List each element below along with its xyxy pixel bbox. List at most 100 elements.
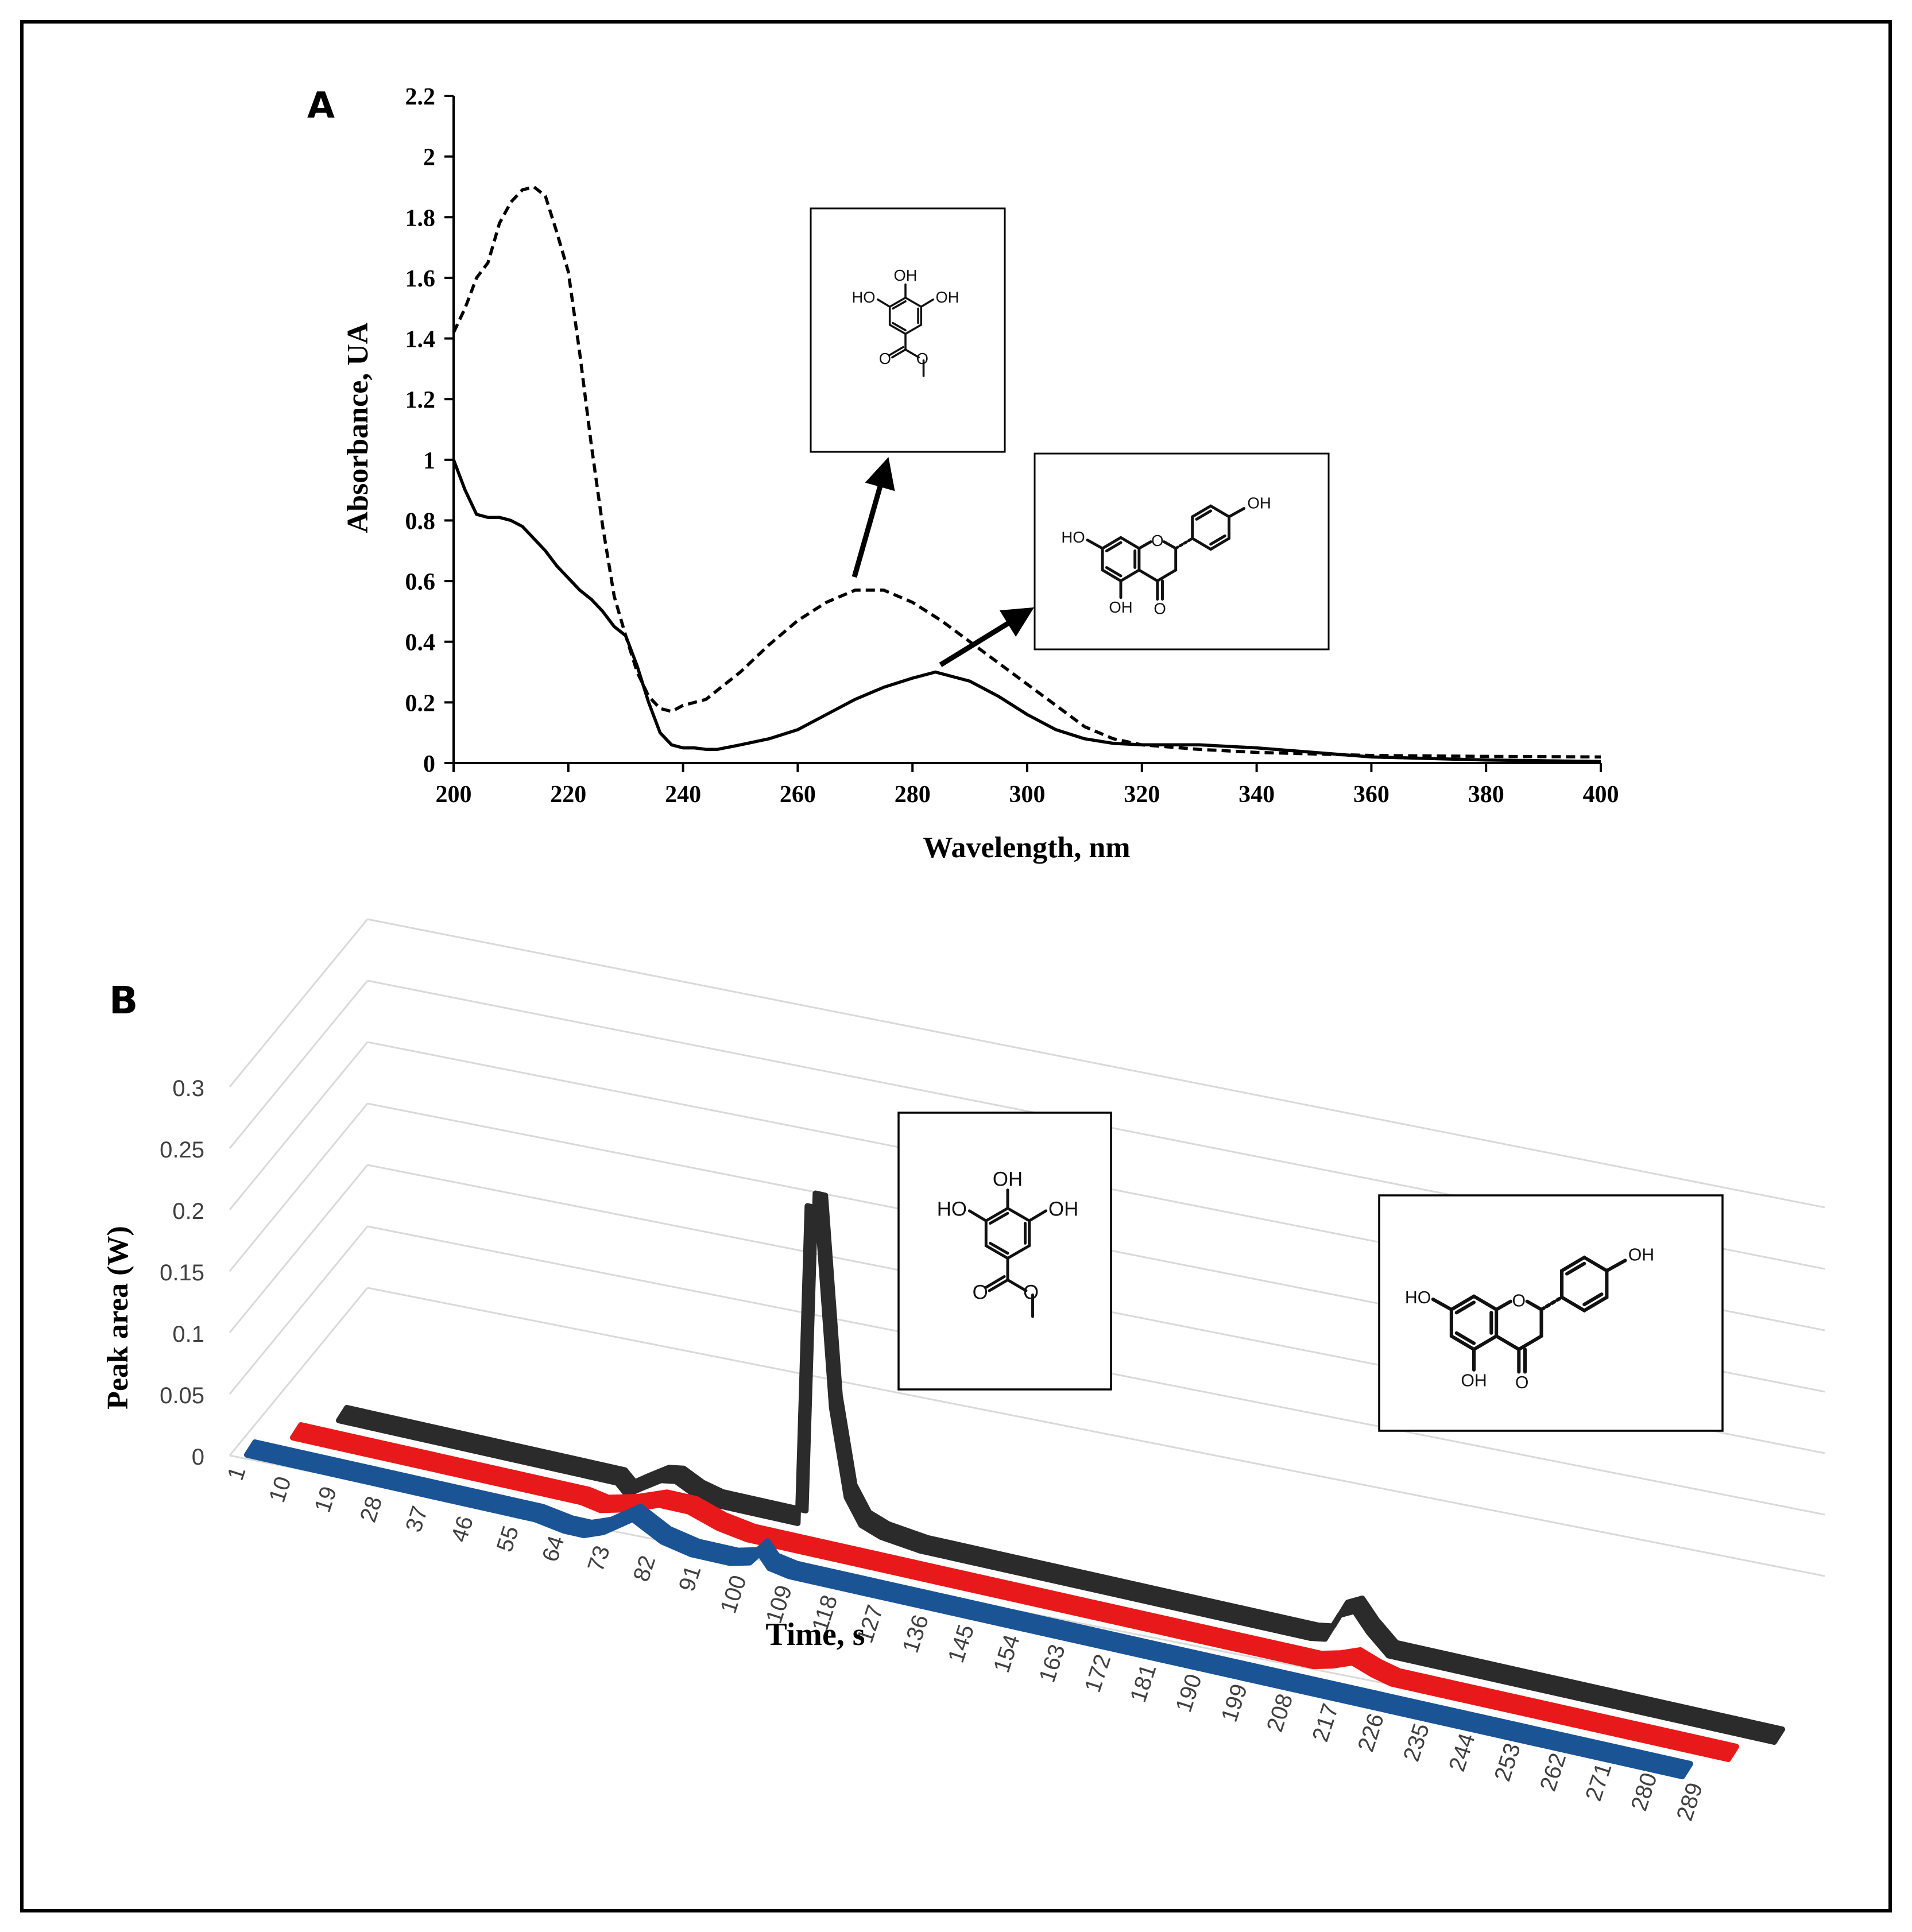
chart-b-x-tick-label: 208: [1262, 1691, 1298, 1735]
chart-b-x-tick-label: 163: [1034, 1641, 1070, 1686]
naringenin-oh-para: OH: [1628, 1245, 1654, 1264]
chart-b-x-tick-label: 145: [943, 1621, 979, 1666]
chart-a-y-tick-label: 1.4: [405, 327, 436, 353]
chart-b-gridline: [229, 1226, 369, 1395]
naringenin-carbonyl-o: O: [1515, 1373, 1529, 1392]
chart-b-gridline: [229, 1042, 369, 1210]
chart-b-y-tick-label: 0.25: [160, 1137, 204, 1163]
chart-a-x-tick-label: 380: [1468, 781, 1504, 808]
chart-b-gridline: [367, 1287, 1825, 1577]
chart-b-gridline: [367, 918, 1825, 1209]
chart-a-xlabel: Wavelength, nm: [923, 831, 1130, 864]
chart-b-x-tick-label: 271: [1581, 1760, 1616, 1804]
chart-a-x-tick-label: 400: [1583, 781, 1619, 808]
chart-a-x-tick-label: 340: [1238, 781, 1275, 808]
chart-b-series-red: [290, 1422, 1739, 1762]
chart-b-gridline: [229, 1287, 369, 1456]
chart-b-xlabel: Time, s: [765, 1617, 865, 1652]
chart-b-x-tick-label: 190: [1171, 1671, 1206, 1715]
methyl-gallate-structure: OH HO OH O O: [897, 1112, 1112, 1391]
chart-b-x-tick-label: 235: [1399, 1720, 1434, 1764]
naringenin-oh-5: OH: [1109, 598, 1132, 616]
chart-b-x-tick-label: 91: [674, 1562, 706, 1594]
chart-b-x-tick-label: 172: [1080, 1651, 1116, 1695]
chart-b-x-tick-label: 226: [1353, 1710, 1389, 1755]
chart-a-x-tick-label: 200: [436, 781, 472, 808]
chart-b-gridline: [229, 919, 369, 1087]
chart-a-x-tick-label: 280: [895, 781, 931, 808]
chart-b-gridline: [229, 1164, 369, 1333]
chart-b-y-tick-labels: 0 0.05 0.1 0.15 0.2 0.25 0.3: [160, 1076, 204, 1470]
naringenin-structure: OH HO O OH O: [1034, 452, 1330, 651]
gallate-oh-right: OH: [1048, 1198, 1078, 1221]
chart-a-y-tick-label: 2.2: [405, 84, 436, 110]
gallate-carbonyl-o: O: [879, 350, 891, 367]
gallate-ester-o: O: [1023, 1281, 1039, 1304]
chart-b-x-tick-label: 55: [492, 1523, 524, 1555]
chart-a-y-tick-label: 1: [423, 448, 435, 474]
chart-b-series-blue: [244, 1439, 1693, 1779]
chart-a-x-tick-label: 360: [1353, 781, 1390, 808]
chart-a-y-tick-labels: 0 0.2 0.4 0.6 0.8 1 1.2 1.4 1.6 1.8 2 2.2: [405, 84, 436, 777]
chart-b-x-tick-label: 280: [1626, 1770, 1662, 1814]
chart-b-x-tick-label: 136: [898, 1612, 934, 1656]
chart-b-x-tick-label: 181: [1125, 1661, 1161, 1705]
chart-b-x-tick-label: 28: [355, 1493, 388, 1526]
chart-b-x-tick-label: 10: [264, 1473, 296, 1505]
naringenin-oh-7: HO: [1405, 1288, 1431, 1307]
chart-b-x-tick-labels: 1 10 19 28 37 46 55 64 73 82 91 100 109 118 127 136 145 1…: [223, 1463, 1708, 1823]
chart-a-ylabel: Absorbance, UA: [342, 322, 374, 533]
chart-a-y-tick-label: 0.6: [405, 569, 436, 595]
gallate-carbonyl-o: O: [973, 1281, 988, 1304]
chart-a-series: [452, 185, 1601, 764]
gallate-oh-right: OH: [936, 288, 959, 306]
chart-b-x-tick-label: 253: [1489, 1740, 1525, 1784]
chart-a-series-dashed: [452, 185, 1601, 759]
chart-b-x-tick-label: 46: [446, 1513, 478, 1545]
chart-b-x-tick-label: 244: [1444, 1730, 1480, 1775]
chart-b-y-tick-label: 0.15: [160, 1260, 204, 1286]
gallate-ester-o: O: [916, 350, 928, 367]
chart-b-x-tick-label: 37: [401, 1503, 433, 1535]
gallate-oh-left: HO: [852, 288, 876, 306]
chart-b-x-tick-label: 82: [629, 1552, 661, 1585]
chart-b-x-tick-label: 289: [1672, 1780, 1708, 1824]
chart-a-y-tick-label: 1.6: [405, 266, 436, 292]
naringenin-oh-para: OH: [1247, 494, 1271, 512]
chart-a-x-tick-label: 300: [1009, 781, 1046, 808]
chart-b-ylabel: Peak area (W): [102, 1226, 134, 1410]
gallate-oh-top: OH: [894, 266, 918, 284]
chart-b-y-tick-label: 0.2: [172, 1199, 204, 1224]
chart-b-x-tick-label: 199: [1217, 1681, 1252, 1725]
chart-b-x-tick-label: 100: [715, 1572, 751, 1616]
chart-a-y-tick-label: 1.2: [405, 387, 436, 413]
chart-b-x-tick-label: 1: [223, 1463, 251, 1484]
naringenin-ring-o: O: [1512, 1292, 1526, 1311]
chart-b-x-tick-label: 19: [310, 1484, 342, 1516]
chart-a-y-tick-label: 0.2: [405, 690, 436, 717]
chart-a-x-tick-label: 240: [665, 781, 701, 808]
chart-b-y-tick-label: 0.1: [172, 1322, 204, 1347]
chart-a-x-tick-label: 260: [780, 781, 816, 808]
arrow-icon: [939, 607, 1035, 667]
naringenin-ring-o: O: [1151, 532, 1163, 549]
chart-a-series-solid: [452, 459, 1601, 764]
chart-b-gridline: [229, 980, 369, 1149]
chart-a-y-tick-label: 2: [423, 145, 435, 171]
chart-b-y-tick-label: 0.05: [160, 1383, 204, 1408]
chart-b-gridline: [229, 1103, 369, 1272]
chart-a-x-tick-label: 320: [1124, 781, 1160, 808]
panel-label-b: B: [109, 978, 138, 1023]
naringenin-oh-7: HO: [1061, 528, 1085, 546]
chart-a-x-tick-label: 220: [550, 781, 586, 808]
chart-b-x-tick-label: 154: [989, 1632, 1024, 1676]
chart-a-y-tick-label: 0.4: [405, 630, 436, 656]
chart-b-x-tick-label: 64: [537, 1533, 570, 1565]
naringenin-oh-5: OH: [1461, 1371, 1487, 1390]
chart-a-y-tick-label: 0.8: [405, 508, 436, 535]
chart-a-y-tick-label: 1.8: [405, 205, 436, 231]
gallate-oh-top: OH: [993, 1168, 1023, 1190]
chart-a-x-tick-labels: 200 220 240 260 280 300 320 340 360 380 400: [436, 781, 1619, 808]
chart-b-x-tick-label: 217: [1307, 1701, 1343, 1745]
